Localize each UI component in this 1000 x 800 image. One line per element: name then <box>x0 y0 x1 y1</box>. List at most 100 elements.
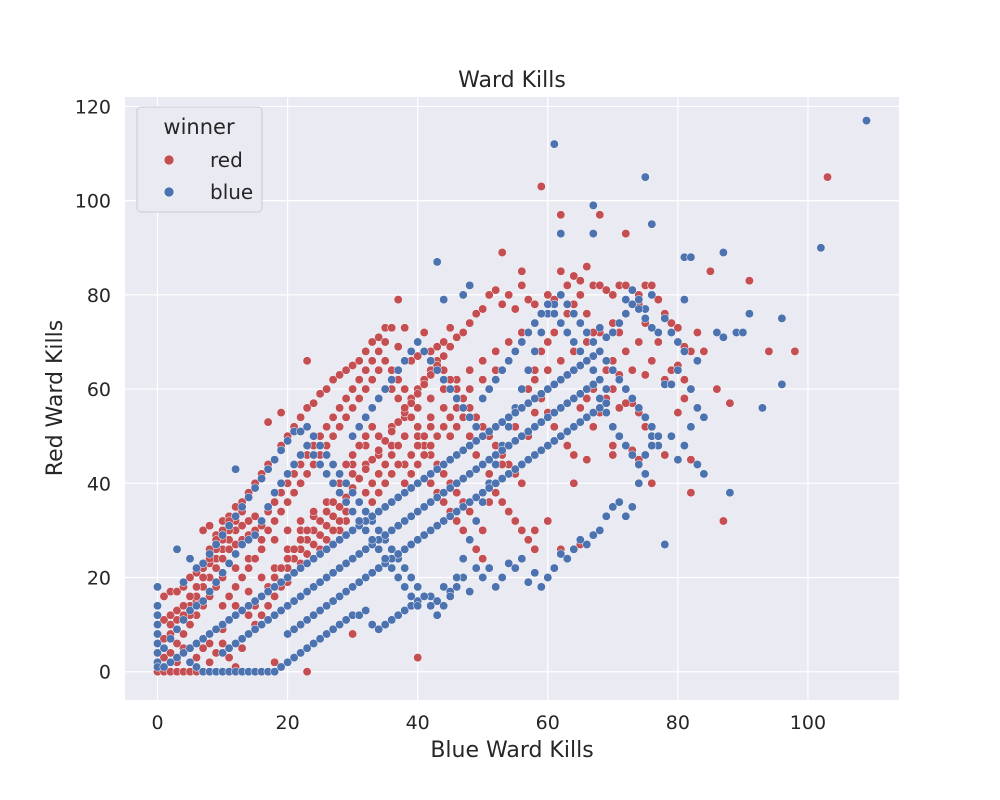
point-blue <box>452 582 462 592</box>
point-blue <box>569 422 579 432</box>
point-red <box>205 657 215 667</box>
point-blue <box>679 346 689 356</box>
point-blue <box>588 200 598 210</box>
point-red <box>179 601 188 611</box>
point-red <box>309 398 319 408</box>
point-red <box>237 643 247 653</box>
point-red <box>439 351 449 361</box>
point-red <box>354 375 364 385</box>
point-blue <box>478 431 488 441</box>
point-red <box>354 356 364 366</box>
point-blue <box>419 346 429 356</box>
point-blue <box>257 516 267 526</box>
legend-title: winner <box>163 115 235 139</box>
point-blue <box>536 582 546 592</box>
point-blue <box>432 365 442 375</box>
point-red <box>263 601 273 611</box>
point-blue <box>302 558 312 568</box>
point-blue <box>445 511 455 521</box>
point-red <box>608 441 618 451</box>
point-blue <box>205 629 215 639</box>
point-blue <box>439 460 449 469</box>
point-red <box>478 525 488 535</box>
point-red <box>400 478 410 488</box>
point-red <box>309 540 319 549</box>
point-blue <box>439 488 449 498</box>
point-blue <box>582 328 592 337</box>
point-blue <box>198 558 208 568</box>
point-blue <box>699 412 709 422</box>
point-red <box>348 361 358 370</box>
point-red <box>621 229 631 239</box>
point-blue <box>465 441 475 451</box>
point-red <box>296 516 306 526</box>
point-red <box>413 422 423 432</box>
point-blue <box>406 591 416 601</box>
point-blue <box>192 563 201 573</box>
point-blue <box>601 398 611 408</box>
point-red <box>172 606 182 615</box>
point-blue <box>302 615 312 625</box>
point-red <box>309 507 319 517</box>
point-red <box>328 412 338 422</box>
data-points <box>153 116 871 677</box>
point-red <box>361 346 371 356</box>
point-blue <box>406 573 416 582</box>
point-red <box>497 248 507 257</box>
point-red <box>185 620 195 630</box>
point-blue <box>192 662 201 672</box>
point-red <box>484 469 494 479</box>
point-blue <box>413 507 423 517</box>
point-red <box>439 497 449 507</box>
point-blue <box>588 351 598 361</box>
point-red <box>322 507 332 517</box>
legend-marker-red <box>163 154 175 166</box>
point-blue <box>478 573 488 582</box>
point-red <box>484 290 494 300</box>
point-blue <box>185 643 195 653</box>
point-red <box>413 460 423 469</box>
point-red <box>582 455 592 465</box>
point-red <box>465 365 475 375</box>
point-blue <box>543 299 553 309</box>
point-red <box>445 431 455 441</box>
point-blue <box>309 431 319 441</box>
point-blue <box>647 323 657 333</box>
point-blue <box>686 252 696 262</box>
point-blue <box>543 573 553 582</box>
point-blue <box>517 460 527 469</box>
point-blue <box>393 365 403 375</box>
point-blue <box>361 525 371 535</box>
legend-label-red: red <box>210 148 243 172</box>
point-blue <box>458 474 468 484</box>
point-red <box>380 460 390 469</box>
point-red <box>263 525 273 535</box>
point-red <box>296 535 306 545</box>
point-red <box>640 370 650 380</box>
point-blue <box>471 492 481 502</box>
point-blue <box>432 257 442 267</box>
point-red <box>393 460 403 469</box>
point-blue <box>322 601 332 611</box>
point-blue <box>627 299 637 309</box>
point-blue <box>660 313 670 323</box>
point-red <box>413 441 423 451</box>
point-blue <box>224 615 234 625</box>
point-blue <box>393 610 403 620</box>
point-red <box>341 365 351 375</box>
point-blue <box>348 507 358 517</box>
point-red <box>523 295 533 305</box>
point-blue <box>556 375 566 385</box>
point-red <box>517 525 527 535</box>
point-blue <box>562 427 572 436</box>
point-red <box>647 356 657 366</box>
point-blue <box>198 634 208 644</box>
point-blue <box>237 502 247 512</box>
point-blue <box>556 290 566 300</box>
point-blue <box>653 328 663 337</box>
point-red <box>543 365 553 375</box>
point-red <box>432 431 442 441</box>
point-blue <box>777 313 787 323</box>
point-blue <box>361 573 371 582</box>
point-red <box>374 469 384 479</box>
